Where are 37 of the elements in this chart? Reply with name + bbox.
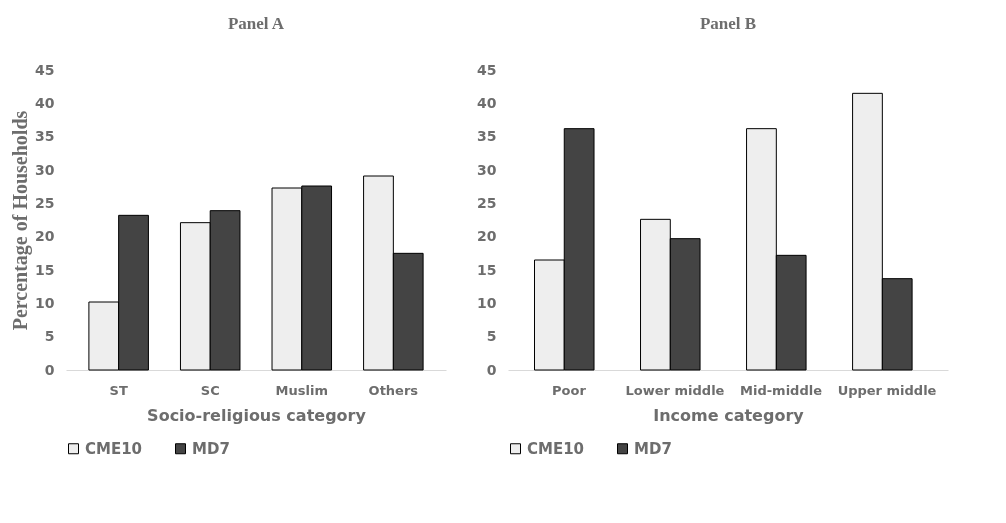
y-tick-label: 5 — [44, 328, 55, 345]
y-tick-label: 25 — [477, 194, 497, 211]
y-tick-label: 30 — [35, 161, 55, 178]
x-tick-label: Lower middle — [625, 382, 725, 398]
y-tick-label: 40 — [35, 94, 55, 111]
x-tick-label: Poor — [552, 382, 587, 398]
legend-label: MD7 — [192, 439, 230, 458]
y-tick-label: 35 — [477, 128, 497, 145]
y-tick-label: 30 — [477, 161, 497, 178]
y-tick-label: 0 — [486, 361, 497, 378]
y-tick-label: 10 — [35, 294, 55, 311]
y-tick-label: 20 — [35, 228, 55, 245]
y-tick-label: 35 — [35, 128, 55, 145]
y-tick-label: 0 — [44, 361, 55, 378]
chart-title: Panel B — [699, 14, 757, 33]
x-tick-label: Mid-middle — [740, 382, 823, 398]
y-tick-label: 45 — [35, 61, 55, 78]
y-tick-label: 20 — [477, 228, 497, 245]
y-tick-label: 15 — [35, 261, 55, 278]
x-tick-label: Muslim — [275, 382, 328, 398]
x-tick-label: SC — [200, 382, 220, 398]
x-tick-label: ST — [109, 382, 128, 398]
x-axis-title: Income category — [653, 405, 805, 425]
x-tick-label: Others — [368, 382, 419, 398]
x-tick-label: Upper middle — [837, 382, 937, 398]
y-tick-label: 40 — [477, 94, 497, 111]
y-tick-label: 10 — [477, 294, 497, 311]
y-tick-label: 5 — [486, 328, 497, 345]
legend-label: CME10 — [85, 439, 143, 458]
y-axis-title: Percentage of Households — [9, 110, 33, 331]
legend-label: MD7 — [634, 439, 672, 458]
legend-label: CME10 — [527, 439, 585, 458]
x-axis-title: Socio-religious category — [147, 405, 367, 425]
y-tick-label: 15 — [477, 261, 497, 278]
chart-title: Panel A — [227, 14, 285, 33]
y-tick-label: 45 — [477, 61, 497, 78]
y-tick-label: 25 — [35, 194, 55, 211]
